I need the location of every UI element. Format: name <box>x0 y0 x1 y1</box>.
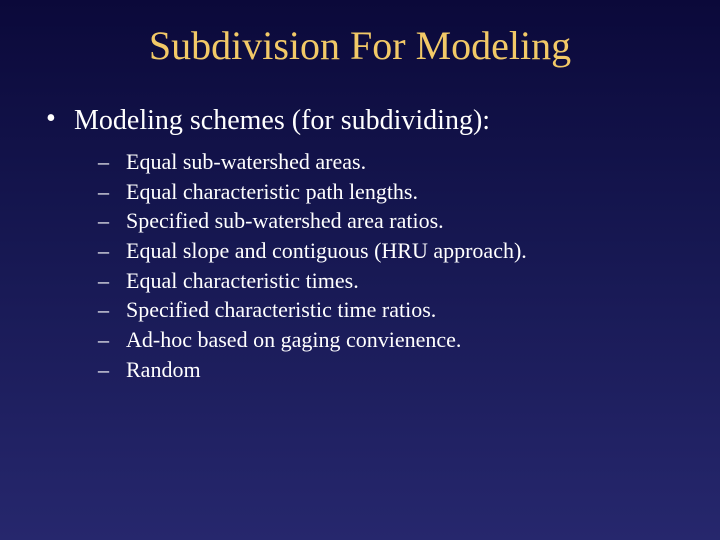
slide: Subdivision For Modeling Modeling scheme… <box>0 0 720 540</box>
bullet-item: Modeling schemes (for subdividing): Equa… <box>44 105 680 385</box>
sub-item: Equal characteristic times. <box>96 266 680 296</box>
bullet-list-level2: Equal sub-watershed areas. Equal charact… <box>96 147 680 385</box>
bullet-list-level1: Modeling schemes (for subdividing): Equa… <box>44 105 680 385</box>
slide-title: Subdivision For Modeling <box>40 22 680 69</box>
sub-item: Random <box>96 355 680 385</box>
bullet-text: Modeling schemes (for subdividing): <box>74 105 490 136</box>
sub-item: Specified characteristic time ratios. <box>96 295 680 325</box>
sub-item: Equal slope and contiguous (HRU approach… <box>96 236 680 266</box>
sub-item: Equal sub-watershed areas. <box>96 147 680 177</box>
sub-item: Equal characteristic path lengths. <box>96 177 680 207</box>
sub-item: Ad-hoc based on gaging convienence. <box>96 325 680 355</box>
sub-item: Specified sub-watershed area ratios. <box>96 206 680 236</box>
